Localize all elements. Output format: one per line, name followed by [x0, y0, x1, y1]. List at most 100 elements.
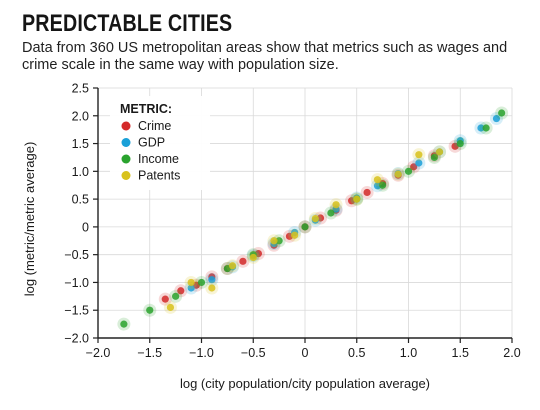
point-gdp: [492, 114, 501, 123]
point-crime: [161, 295, 169, 303]
point-halo-patents: [163, 300, 177, 314]
point-halo-income: [298, 220, 312, 234]
point-patents: [394, 170, 402, 178]
point-halo-income: [453, 137, 467, 151]
point-halo-income: [479, 121, 493, 135]
y-tick-label: −1.0: [64, 276, 89, 290]
point-patents: [435, 148, 444, 156]
point-halo-income: [324, 206, 338, 220]
point-gdp: [187, 284, 195, 292]
axes: −2.0 −1.5 −1.0 −0.5 0 0.5 1.0 1.5 2.0 −2.0 −1.5 −1.…: [64, 82, 520, 361]
y-tick-label: 1.0: [72, 165, 89, 179]
x-tick-label: 0.5: [348, 346, 365, 360]
point-halo-crime: [158, 292, 172, 306]
point-halo-patents: [267, 234, 281, 248]
point-patents: [415, 151, 423, 159]
y-tick-label: 0.5: [72, 193, 89, 207]
y-tick-label: 1.5: [72, 137, 89, 151]
point-halo-patents: [391, 167, 405, 181]
point-income: [301, 223, 309, 231]
y-tick-label: −1.5: [64, 304, 89, 318]
point-patents: [249, 253, 257, 262]
legend-marker-patents: [121, 171, 131, 180]
point-halo-income: [195, 275, 208, 289]
point-halo-income: [169, 289, 183, 303]
point-crime: [410, 163, 418, 171]
chart-subtitle: Data from 360 US metropolitan areas show…: [22, 40, 508, 73]
point-income: [456, 139, 464, 148]
point-halo-crime: [236, 254, 250, 268]
legend-marker-gdp: [121, 138, 131, 147]
point-patents: [228, 262, 237, 270]
legend-marker-crime: [121, 121, 131, 131]
point-income: [146, 306, 154, 314]
y-axis-label: log (metric/metric average): [22, 142, 37, 297]
point-halo-income: [143, 303, 157, 317]
point-income: [197, 278, 206, 287]
point-halo-patents: [226, 259, 240, 273]
legend: METRIC: Crime GDP Income Patents: [110, 96, 210, 190]
x-tick-label: 2.0: [503, 346, 520, 360]
point-income: [379, 181, 387, 189]
point-halo-patents: [288, 228, 302, 242]
y-tick-label: −0.5: [64, 248, 89, 262]
point-patents: [311, 214, 319, 223]
data-points: [117, 106, 509, 331]
point-patents: [208, 284, 216, 292]
point-halo-gdp: [184, 281, 198, 295]
point-income: [327, 209, 335, 217]
point-income: [404, 167, 413, 175]
point-income: [275, 237, 283, 245]
point-halo-gdp: [205, 273, 219, 287]
point-income: [482, 124, 490, 132]
point-crime: [363, 188, 371, 197]
point-halo-crime: [360, 185, 374, 199]
x-tick-label: −0.5: [241, 346, 266, 360]
point-halo-patents: [412, 148, 426, 162]
point-halo-patents: [308, 212, 322, 226]
point-halo-gdp: [412, 156, 426, 170]
x-axis-label: log (city population/city population ave…: [180, 376, 430, 391]
legend-marker-income: [121, 154, 131, 164]
x-tick-label: 0: [302, 346, 309, 360]
point-patents: [353, 195, 361, 203]
point-halo-patents: [329, 198, 343, 212]
point-halo-income: [272, 234, 286, 248]
point-crime: [239, 257, 247, 265]
x-tick-label: −1.5: [137, 346, 162, 360]
y-tick-label: −2.0: [64, 332, 89, 346]
point-halo-income: [495, 106, 509, 120]
point-income: [172, 292, 180, 300]
point-patents: [332, 201, 340, 209]
legend-title: METRIC:: [120, 102, 172, 116]
point-income: [498, 109, 506, 117]
point-halo-patents: [350, 192, 364, 206]
legend-label-income: Income: [138, 152, 179, 166]
point-gdp: [477, 124, 485, 132]
point-patents: [187, 278, 195, 287]
y-tick-label: 2.0: [72, 109, 89, 123]
chart-title: PREDICTABLE CITIES: [22, 10, 233, 37]
point-gdp: [208, 276, 216, 284]
y-tick-label: 2.5: [72, 82, 89, 96]
point-halo-income: [402, 164, 415, 178]
x-tick-label: 1.5: [452, 346, 469, 360]
point-income: [120, 320, 128, 328]
point-crime: [177, 287, 185, 295]
point-halo-patents: [433, 145, 447, 159]
point-halo-patents: [184, 275, 198, 289]
x-tick-label: −1.0: [189, 346, 214, 360]
point-patents: [291, 231, 299, 239]
point-gdp: [415, 159, 423, 167]
point-patents: [270, 237, 278, 245]
point-income: [430, 153, 438, 162]
legend-label-crime: Crime: [138, 119, 171, 133]
point-patents: [166, 303, 175, 312]
point-patents: [373, 176, 382, 184]
legend-label-patents: Patents: [138, 169, 180, 183]
x-tick-label: −2.0: [86, 346, 111, 360]
point-halo-income: [117, 317, 131, 331]
grid: [97, 87, 513, 339]
point-halo-gdp: [474, 121, 488, 135]
